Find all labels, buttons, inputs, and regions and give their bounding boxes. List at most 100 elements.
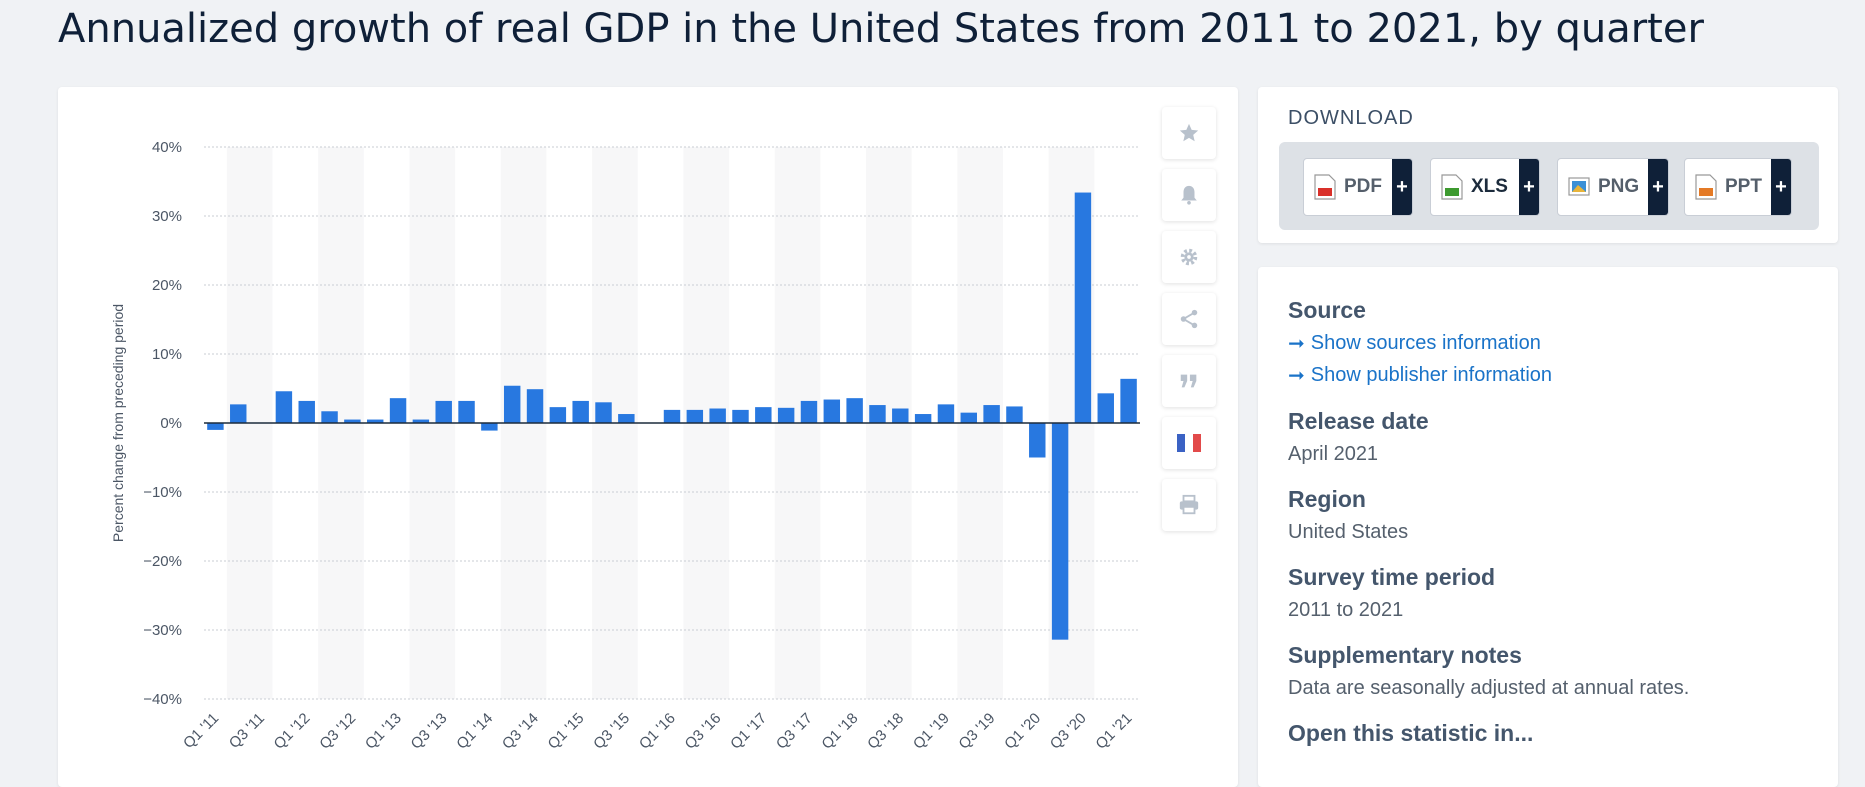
- x-tick-label: Q3 '17: [773, 710, 816, 753]
- bar: [983, 405, 1000, 423]
- statistic-info-panel: Source ➞ Show sources information ➞ Show…: [1258, 267, 1838, 787]
- ppt-file-icon: [1695, 174, 1717, 200]
- download-title: DOWNLOAD: [1288, 107, 1414, 129]
- open-statistic-heading[interactable]: Open this statistic in...: [1288, 720, 1534, 746]
- show-sources-link[interactable]: ➞ Show sources information: [1288, 331, 1818, 356]
- x-tick-label: Q1 '20: [1001, 710, 1044, 753]
- x-tick-label: Q1 '12: [271, 710, 314, 753]
- download-png-button[interactable]: PNG +: [1557, 158, 1669, 216]
- chart-card: 40% 30% 20% 10% 0% −10% −20% −30% −40% Percent ch…: [58, 87, 1238, 787]
- bar: [777, 407, 795, 423]
- download-pdf-plus: +: [1392, 159, 1412, 215]
- download-png-label: PNG: [1598, 176, 1640, 197]
- download-pdf-button[interactable]: PDF +: [1303, 158, 1413, 216]
- x-tick-label: Q1 '18: [818, 710, 861, 753]
- bar: [367, 419, 384, 423]
- bar: [960, 412, 977, 423]
- page-title: Annualized growth of real GDP in the Uni…: [58, 6, 1704, 52]
- x-tick-label: Q3 '14: [499, 710, 542, 753]
- arrow-right-icon: ➞: [1288, 333, 1305, 355]
- bar: [1051, 423, 1069, 640]
- print-icon: [1179, 494, 1199, 515]
- x-tick-label: Q1 '11: [180, 710, 222, 752]
- bar: [595, 402, 612, 423]
- bar: [618, 414, 635, 423]
- print-button[interactable]: [1162, 479, 1216, 531]
- bar: [823, 399, 841, 423]
- download-ppt-button[interactable]: PPT +: [1684, 158, 1792, 216]
- x-tick-label: Q3 '13: [408, 710, 451, 753]
- bar: [709, 408, 726, 423]
- cite-button[interactable]: [1162, 355, 1216, 407]
- download-panel: DOWNLOAD PDF + XLS + PNG + PPT +: [1258, 87, 1838, 243]
- download-pdf-label: PDF: [1344, 176, 1382, 197]
- x-tick-label: Q3 '11: [226, 710, 268, 752]
- bar: [1097, 393, 1114, 423]
- bar: [321, 411, 338, 423]
- flag-france-icon: [1177, 434, 1201, 452]
- supplementary-notes-heading: Supplementary notes: [1288, 642, 1522, 668]
- star-icon: [1179, 123, 1199, 142]
- bar: [435, 400, 452, 423]
- source-heading: Source: [1288, 297, 1366, 323]
- y-tick-label: −40%: [143, 691, 182, 708]
- bar: [298, 400, 315, 423]
- region-value: United States: [1288, 521, 1409, 543]
- x-tick-label: Q1 '14: [453, 710, 496, 753]
- x-tick-label: Q3 '12: [316, 710, 359, 753]
- favorite-button[interactable]: [1162, 107, 1216, 159]
- bar: [1074, 192, 1092, 423]
- download-ppt-plus: +: [1771, 159, 1791, 215]
- x-tick-label: Q1 '15: [545, 710, 588, 753]
- bar: [412, 419, 430, 423]
- bar-chart: 40% 30% 20% 10% 0% −10% −20% −30% −40% Percent ch…: [110, 139, 1140, 753]
- pdf-file-icon: [1314, 174, 1336, 200]
- bar: [686, 409, 704, 423]
- gear-icon: [1180, 248, 1198, 266]
- bar: [344, 419, 361, 423]
- arrow-right-icon: ➞: [1288, 365, 1305, 387]
- xls-file-icon: [1441, 174, 1463, 200]
- bar: [481, 423, 498, 431]
- settings-button[interactable]: [1162, 231, 1216, 283]
- download-xls-button[interactable]: XLS +: [1430, 158, 1540, 216]
- release-date-heading: Release date: [1288, 408, 1429, 434]
- y-tick-label: 0%: [160, 415, 182, 432]
- bar: [663, 409, 681, 423]
- bar: [1006, 406, 1023, 423]
- y-axis-title: Percent change from preceding period: [110, 304, 126, 542]
- notification-button[interactable]: [1162, 169, 1216, 221]
- download-xls-label: XLS: [1471, 176, 1508, 197]
- bar: [937, 404, 955, 423]
- language-button[interactable]: [1162, 417, 1216, 469]
- bar: [458, 400, 475, 423]
- bar: [275, 391, 293, 423]
- x-tick-label: Q1 '13: [362, 710, 405, 753]
- bar: [1120, 378, 1137, 423]
- bar: [526, 389, 544, 423]
- download-png-plus: +: [1648, 159, 1668, 215]
- y-tick-label: 30%: [152, 208, 182, 225]
- release-date-value: April 2021: [1288, 443, 1379, 465]
- chart-toolbar: [1162, 107, 1216, 541]
- quote-icon: [1180, 374, 1197, 388]
- x-tick-label: Q1 '17: [727, 710, 770, 753]
- x-tick-label: Q1 '19: [910, 710, 953, 753]
- share-button[interactable]: [1162, 293, 1216, 345]
- y-tick-label: 20%: [152, 277, 182, 294]
- png-file-icon: [1568, 177, 1590, 196]
- x-tick-label: Q3 '16: [682, 710, 725, 753]
- share-icon: [1180, 309, 1198, 329]
- show-publisher-link[interactable]: ➞ Show publisher information: [1288, 363, 1818, 388]
- bar: [389, 398, 407, 423]
- download-xls-plus: +: [1519, 159, 1539, 215]
- bar: [732, 409, 749, 423]
- bar: [869, 405, 886, 423]
- bar: [800, 400, 818, 423]
- supplementary-notes-value: Data are seasonally adjusted at annual r…: [1288, 677, 1690, 699]
- bar: [846, 398, 863, 423]
- bar: [755, 407, 772, 423]
- bar: [572, 400, 589, 423]
- bar: [549, 407, 567, 423]
- show-sources-label: Show sources information: [1310, 332, 1541, 354]
